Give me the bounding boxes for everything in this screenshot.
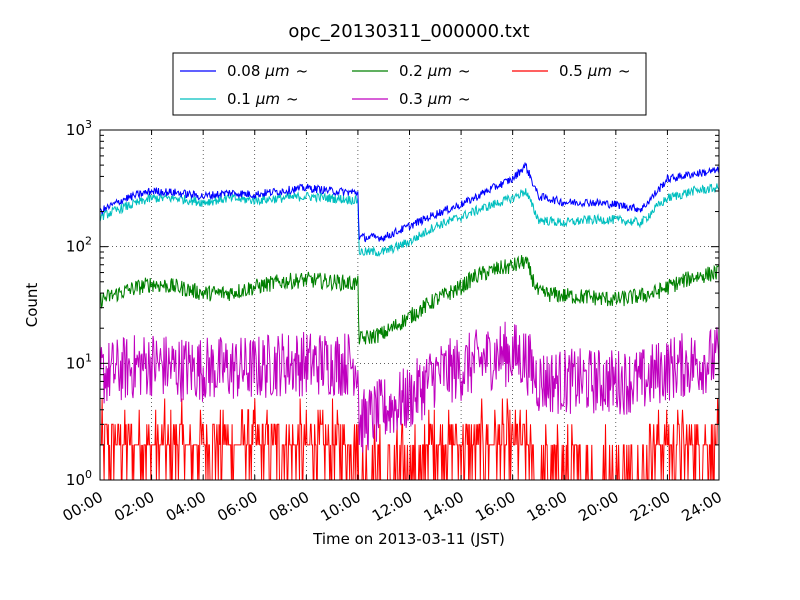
- y-tick-base: 10: [66, 238, 85, 256]
- x-axis-label: Time on 2013-03-11 (JST): [312, 530, 505, 548]
- legend-label: 0.1 µm ~: [227, 90, 299, 108]
- x-tick-label: 00:00: [60, 488, 106, 525]
- x-tick-label: 08:00: [266, 488, 312, 525]
- y-tick-label: 103: [66, 118, 92, 139]
- legend-label-size: 0.2: [399, 62, 423, 80]
- series-layer: [100, 162, 719, 480]
- chart-title: opc_20130311_000000.txt: [288, 21, 529, 42]
- y-tick-exp: 1: [85, 351, 92, 364]
- x-tick-label: 04:00: [163, 488, 209, 525]
- legend-label-size: 0.08: [227, 62, 260, 80]
- legend-label-size: 0.1: [227, 90, 251, 108]
- y-axis-label: Count: [23, 283, 41, 328]
- y-tick-label: 102: [66, 235, 92, 256]
- legend-label-unit: µm: [264, 62, 289, 80]
- x-tick-label: 22:00: [627, 488, 673, 525]
- y-tick-exp: 3: [85, 118, 92, 131]
- grid-lines: [100, 130, 719, 480]
- legend-label-unit: µm: [255, 90, 280, 108]
- x-tick-label: 18:00: [524, 488, 570, 525]
- x-tick-label: 02:00: [111, 488, 157, 525]
- legend-label-tilde: ~: [296, 62, 309, 80]
- legend-label: 0.5 µm ~: [559, 62, 631, 80]
- y-tick-base: 10: [66, 354, 85, 372]
- legend-label-tilde: ~: [286, 90, 299, 108]
- y-tick-label: 101: [66, 351, 92, 372]
- legend-label-size: 0.5: [559, 62, 583, 80]
- y-tick-base: 10: [66, 471, 85, 489]
- y-tick-label: 100: [66, 468, 92, 489]
- legend-label-unit: µm: [587, 62, 612, 80]
- y-tick-exp: 2: [85, 235, 92, 248]
- x-tick-label: 14:00: [421, 488, 467, 525]
- series-line-2: [100, 255, 719, 345]
- legend-frame: [172, 52, 647, 116]
- series-line-3: [100, 321, 719, 453]
- x-tick-label: 24:00: [679, 488, 725, 525]
- legend: 0.08 µm ~0.1 µm ~0.2 µm ~0.3 µm ~0.5 µm ~: [172, 52, 647, 116]
- series-line-0: [100, 162, 719, 243]
- legend-label: 0.08 µm ~: [227, 62, 308, 80]
- legend-label-tilde: ~: [618, 62, 631, 80]
- series-line-4: [100, 398, 719, 480]
- series-line-1: [100, 183, 719, 258]
- legend-label: 0.2 µm ~: [399, 62, 471, 80]
- x-tick-label: 12:00: [369, 488, 415, 525]
- x-tick-label: 10:00: [317, 488, 363, 525]
- x-tick-label: 06:00: [214, 488, 260, 525]
- legend-label-size: 0.3: [399, 90, 423, 108]
- y-tick-exp: 0: [85, 468, 92, 481]
- legend-label-unit: µm: [427, 62, 452, 80]
- x-tick-label: 20:00: [575, 488, 621, 525]
- legend-label-tilde: ~: [458, 90, 471, 108]
- y-tick-base: 10: [66, 121, 85, 139]
- legend-label-unit: µm: [427, 90, 452, 108]
- legend-label-tilde: ~: [458, 62, 471, 80]
- x-tick-label: 16:00: [472, 488, 518, 525]
- legend-label: 0.3 µm ~: [399, 90, 471, 108]
